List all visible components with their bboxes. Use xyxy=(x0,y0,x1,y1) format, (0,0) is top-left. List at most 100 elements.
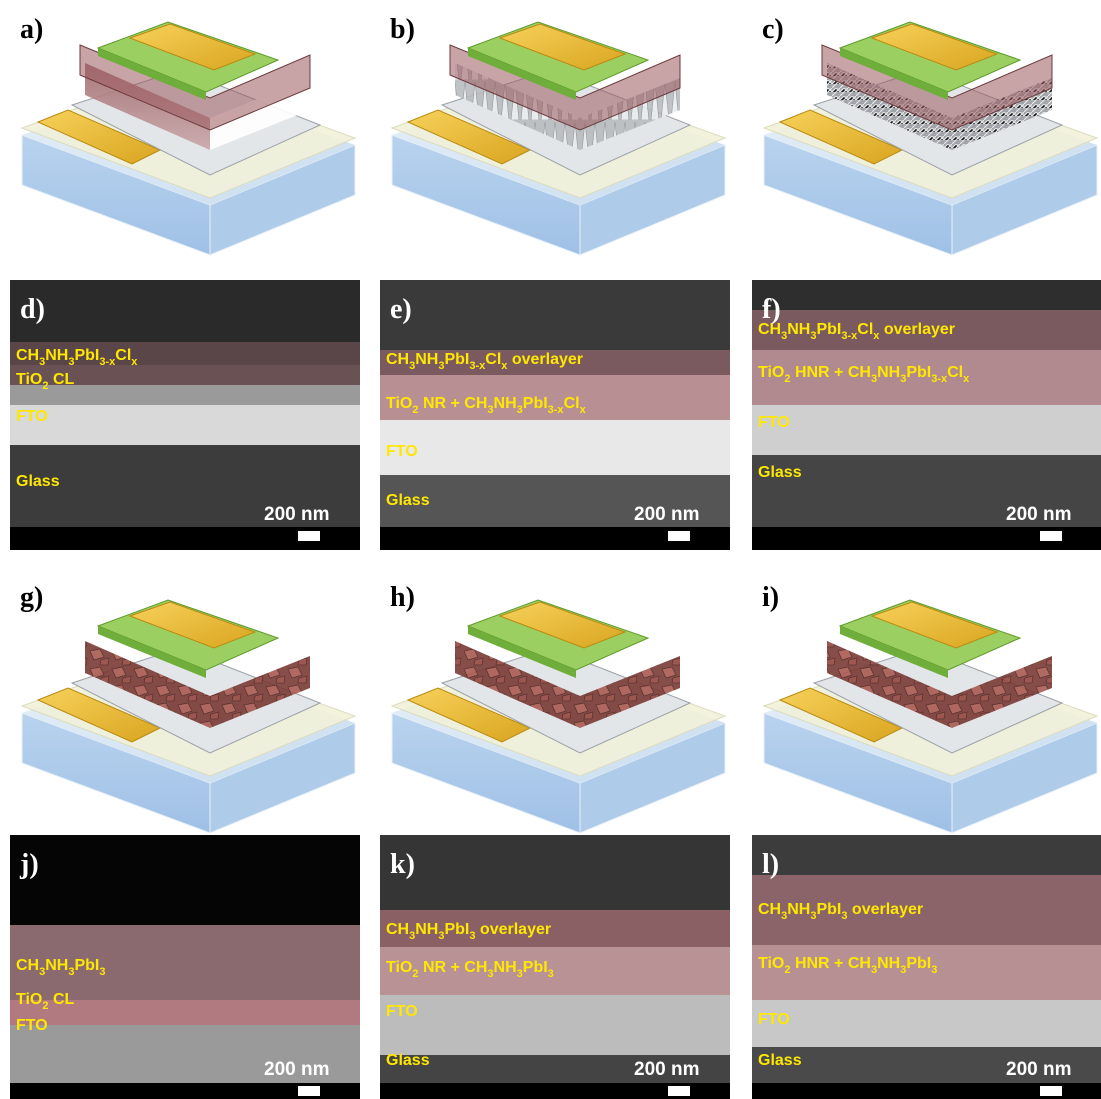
layer-text: FTO xyxy=(758,1011,790,1028)
sem-band xyxy=(10,1083,360,1099)
layer-text: PbI xyxy=(444,921,469,938)
layer-subscript: 3 xyxy=(931,964,937,976)
layer-text: NH xyxy=(415,351,438,368)
layer-text: CL xyxy=(49,991,75,1008)
sem-band xyxy=(752,310,1101,350)
layer-subscript: 3 xyxy=(900,964,906,976)
layer-subscript: 2 xyxy=(42,380,48,392)
layer-subscript: 3 xyxy=(781,330,787,342)
layer-text: CH xyxy=(386,351,409,368)
perovskite-block xyxy=(821,44,1053,131)
sem-band xyxy=(752,527,1101,550)
layer-text: FTO xyxy=(758,414,790,431)
layer-label: Glass xyxy=(758,464,802,481)
sem-band xyxy=(752,280,1101,310)
panel-label: h) xyxy=(390,582,415,613)
panel-label: c) xyxy=(762,14,784,45)
scaffold-front xyxy=(455,641,580,728)
layer-text: TiO xyxy=(386,395,412,412)
layer-text: Cl xyxy=(564,395,580,412)
layer-text: PbI xyxy=(816,901,841,918)
layer-subscript: x xyxy=(963,373,970,385)
top-contact xyxy=(870,601,999,649)
layer-text: overlayer xyxy=(879,321,955,338)
panel: i) xyxy=(762,582,1099,834)
layer-text: HNR + CH xyxy=(791,364,871,381)
layer-text: Glass xyxy=(758,1052,802,1069)
layer-subscript: 3 xyxy=(781,910,787,922)
sem-band xyxy=(380,527,730,550)
layer-label: Glass xyxy=(758,1052,802,1069)
sem-band xyxy=(380,995,730,1055)
layer-text: PbI xyxy=(906,955,931,972)
layer-label: Glass xyxy=(16,473,60,490)
layer-text: Cl xyxy=(857,321,873,338)
layer-text: PbI xyxy=(444,351,469,368)
layer-subscript: 3 xyxy=(438,930,444,942)
sem-band xyxy=(380,947,730,995)
layer-label: TiO2 HNR + CH3NH3PbI3 xyxy=(758,955,937,976)
layer-subscript: 3 xyxy=(469,930,475,942)
layer-subscript: 3 xyxy=(517,968,523,980)
layer-label: FTO xyxy=(758,414,790,431)
sem-band xyxy=(380,475,730,527)
sem-band xyxy=(752,835,1101,875)
panel-label: k) xyxy=(390,849,415,880)
layer-subscript: x xyxy=(580,404,587,416)
layer-subscript: x xyxy=(131,356,138,368)
panel-label: f) xyxy=(762,294,781,325)
layer-text: CH xyxy=(16,347,39,364)
layer-label: FTO xyxy=(16,1017,48,1034)
scale-bar xyxy=(1040,531,1062,541)
layer-subscript: 3 xyxy=(810,910,816,922)
layer-subscript: 3 xyxy=(871,373,877,385)
top-contact xyxy=(128,601,257,649)
layer-text: NH xyxy=(45,347,68,364)
top-contact xyxy=(128,23,257,71)
layer-subscript: 3-x xyxy=(931,373,948,385)
layer-text: NH xyxy=(787,321,810,338)
layer-subscript: 3 xyxy=(39,966,45,978)
scale-label: 200 nm xyxy=(1006,504,1071,525)
sem-band xyxy=(752,1000,1101,1047)
sem-band xyxy=(10,385,360,405)
layer-text: NH xyxy=(45,957,68,974)
layer-label: TiO2 CL xyxy=(16,991,75,1012)
sem-band xyxy=(380,350,730,375)
sem-band xyxy=(752,455,1101,527)
htm-front xyxy=(468,48,576,100)
layer-label: TiO2 CL xyxy=(16,371,75,392)
layer-text: CH xyxy=(758,321,781,338)
scaffold-front xyxy=(827,641,952,728)
layer-text: PbI xyxy=(816,321,841,338)
layer-text: FTO xyxy=(386,443,418,460)
layer-label: CH3NH3PbI3 overlayer xyxy=(758,901,923,922)
layer-text: TiO xyxy=(16,371,42,388)
layer-text: overlayer xyxy=(507,351,583,368)
sem-band xyxy=(10,835,360,925)
layer-subscript: x xyxy=(873,330,880,342)
sem-band xyxy=(380,375,730,420)
layer-label: FTO xyxy=(386,1003,418,1020)
layer-subscript: 3-x xyxy=(841,330,858,342)
layer-text: NH xyxy=(494,959,517,976)
layer-text: Cl xyxy=(115,347,131,364)
layer-text: FTO xyxy=(16,408,48,425)
layer-text: Glass xyxy=(386,492,430,509)
layer-text: TiO xyxy=(386,959,412,976)
panel: h) xyxy=(390,582,727,834)
htm-front xyxy=(98,626,206,678)
sem-band xyxy=(752,405,1101,455)
panel: a) xyxy=(20,14,357,256)
layer-text: PbI xyxy=(906,364,931,381)
scale-bar xyxy=(668,531,690,541)
panel-label: d) xyxy=(20,294,45,325)
layer-subscript: 3 xyxy=(68,356,74,368)
htm-front xyxy=(840,626,948,678)
sem-band xyxy=(10,342,360,365)
layer-subscript: 3 xyxy=(900,373,906,385)
layer-subscript: 3-x xyxy=(469,360,486,372)
panel-label: i) xyxy=(762,582,779,613)
